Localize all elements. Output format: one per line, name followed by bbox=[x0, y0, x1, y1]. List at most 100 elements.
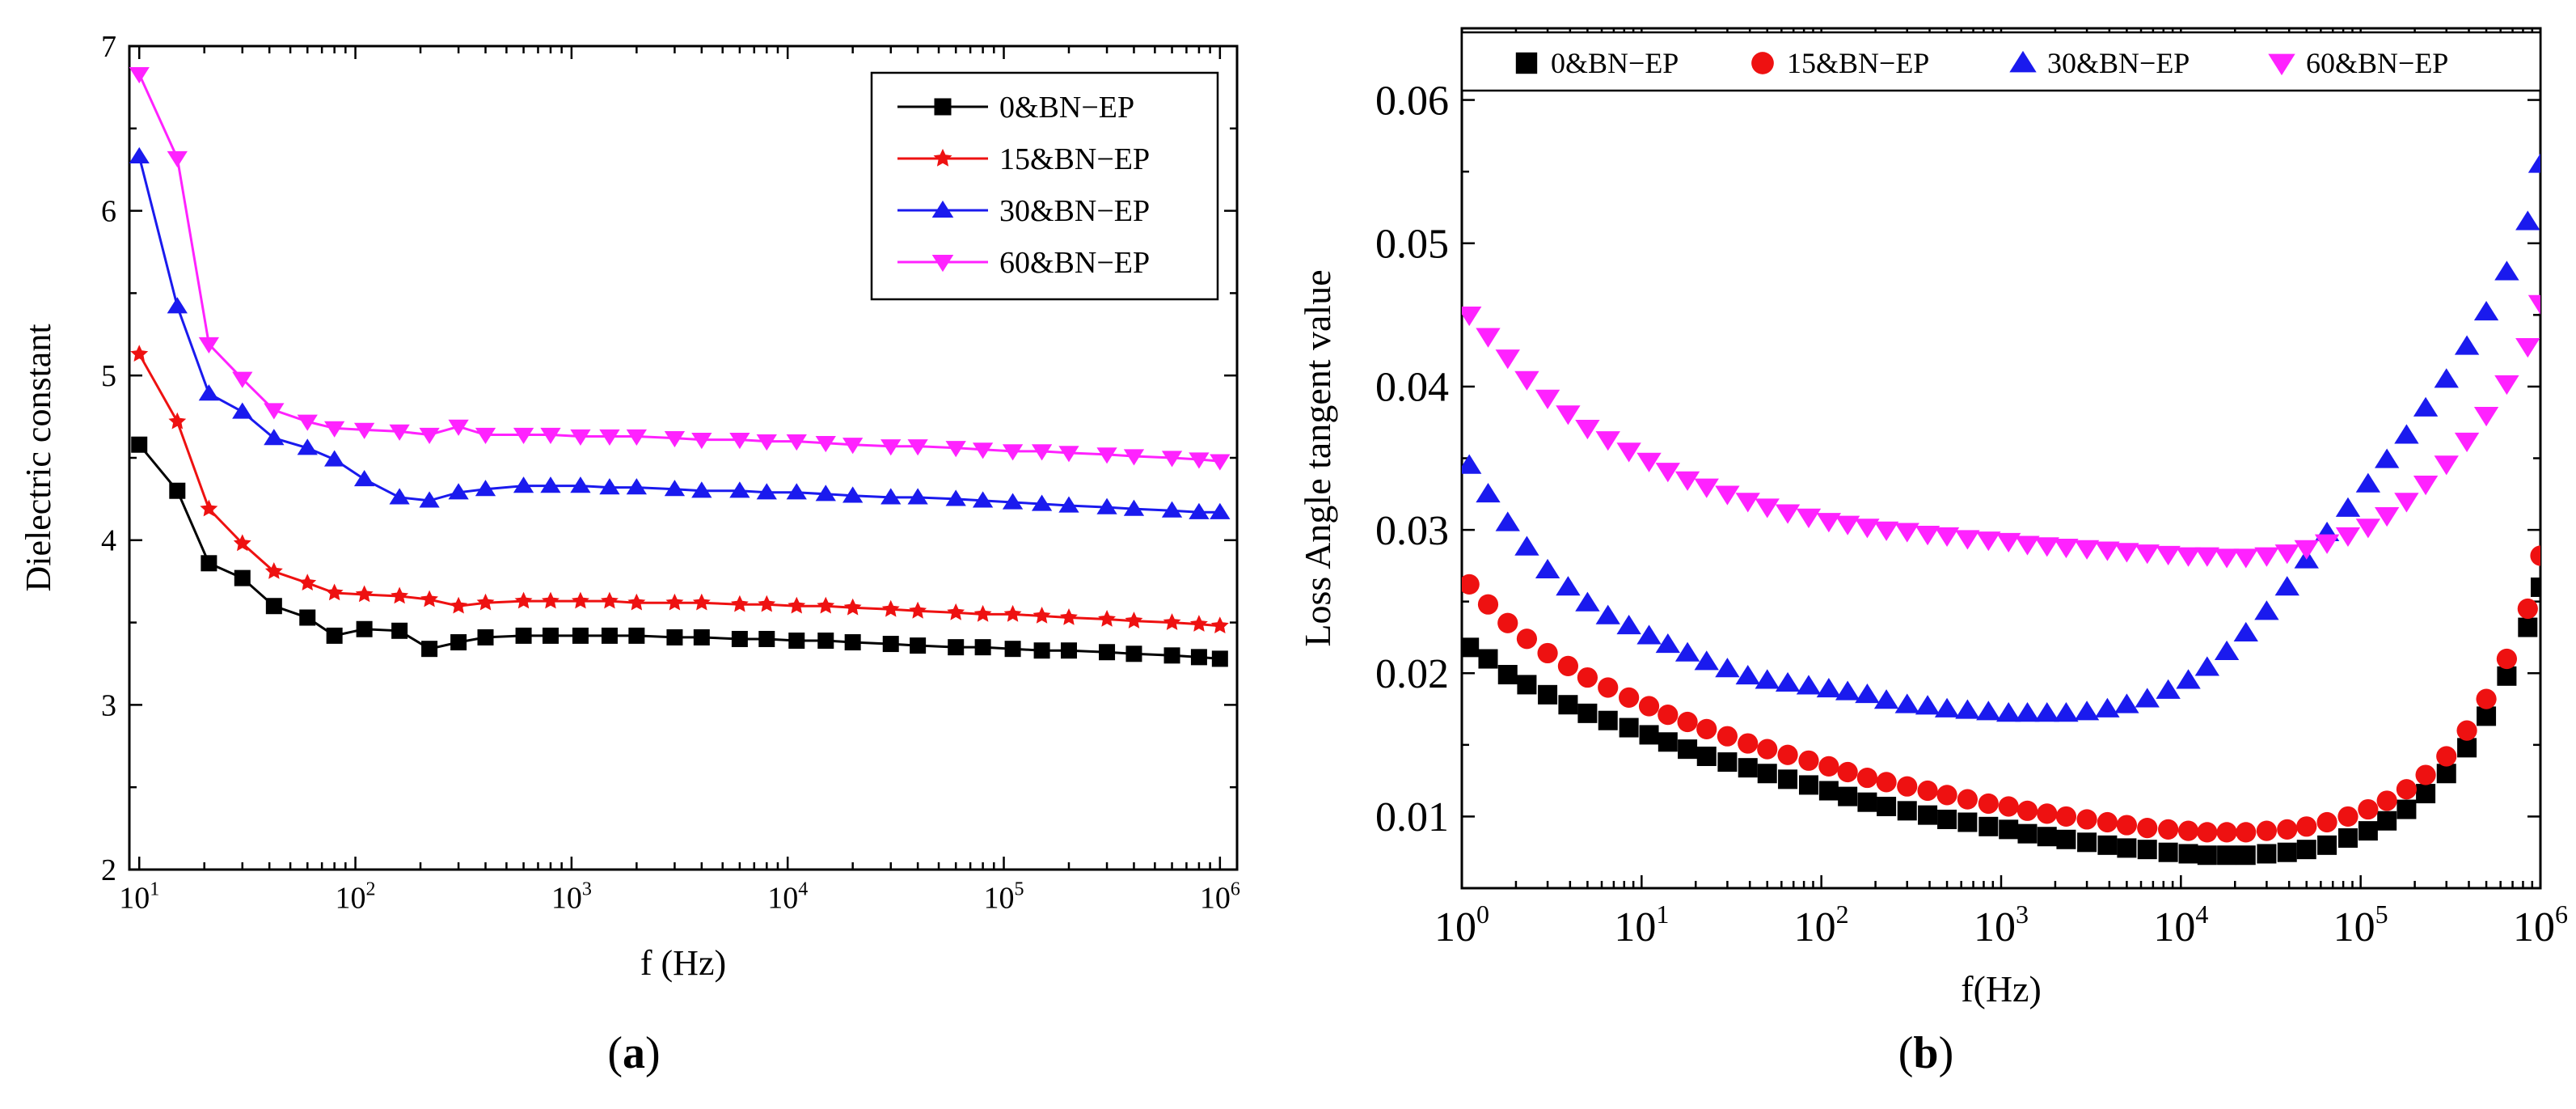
data-point bbox=[2397, 799, 2417, 819]
data-point bbox=[2316, 811, 2337, 833]
data-point bbox=[786, 483, 807, 500]
data-point bbox=[1655, 633, 1681, 654]
data-point bbox=[2456, 720, 2477, 741]
data-point bbox=[1031, 494, 1053, 511]
data-point bbox=[2233, 621, 2258, 641]
data-point bbox=[2358, 821, 2378, 841]
data-point bbox=[419, 427, 440, 444]
data-point bbox=[2457, 738, 2477, 758]
data-point bbox=[297, 438, 318, 455]
data-point bbox=[1674, 641, 1700, 662]
data-point bbox=[1658, 732, 1678, 752]
data-point bbox=[626, 478, 647, 495]
series-3 bbox=[1462, 153, 2540, 722]
data-point bbox=[973, 604, 992, 622]
data-point bbox=[909, 601, 927, 619]
data-point bbox=[1210, 454, 1231, 471]
data-point bbox=[2476, 688, 2497, 709]
data-point bbox=[391, 622, 408, 639]
legend-marker bbox=[2009, 50, 2037, 73]
data-point bbox=[2194, 547, 2220, 567]
data-point bbox=[542, 591, 560, 609]
data-point bbox=[265, 598, 282, 615]
data-point bbox=[1835, 515, 1860, 535]
data-point bbox=[1798, 775, 1818, 795]
x-tick-label: 104 bbox=[2153, 899, 2208, 950]
data-point bbox=[1976, 701, 2001, 721]
data-point bbox=[1717, 752, 1738, 772]
data-point bbox=[2274, 576, 2299, 596]
legend-label: 15&BN−EP bbox=[1787, 47, 1929, 79]
x-tick-label: 103 bbox=[1974, 899, 2029, 950]
data-point bbox=[1161, 451, 1183, 468]
data-point bbox=[2056, 829, 2076, 849]
legend-marker bbox=[933, 148, 952, 167]
data-point bbox=[907, 439, 928, 456]
data-point bbox=[2137, 817, 2158, 839]
data-point bbox=[233, 534, 251, 552]
data-point bbox=[1818, 781, 1839, 801]
data-point bbox=[665, 593, 684, 611]
data-point bbox=[129, 146, 150, 164]
data-point bbox=[2097, 811, 2118, 833]
data-point bbox=[542, 627, 559, 644]
data-point bbox=[1957, 789, 1978, 810]
data-point bbox=[1877, 797, 1897, 817]
data-point bbox=[1717, 726, 1738, 747]
data-point bbox=[2158, 819, 2179, 840]
data-point bbox=[1715, 485, 1740, 506]
data-point bbox=[1033, 642, 1050, 659]
data-point bbox=[234, 569, 251, 586]
x-axis-label: f(Hz) bbox=[1961, 968, 2042, 1010]
data-point bbox=[843, 598, 862, 616]
data-point bbox=[1694, 650, 1719, 671]
legend-marker bbox=[2268, 53, 2295, 76]
data-point bbox=[628, 627, 645, 644]
data-point bbox=[1757, 739, 1778, 760]
data-point bbox=[1978, 816, 1999, 836]
x-tick-label: 102 bbox=[336, 879, 376, 916]
data-point bbox=[2294, 540, 2319, 560]
data-point bbox=[200, 499, 218, 517]
data-point bbox=[1575, 419, 1600, 440]
data-point bbox=[1873, 521, 1899, 541]
data-point bbox=[2055, 806, 2077, 828]
data-point bbox=[2076, 809, 2097, 830]
data-point bbox=[1516, 629, 1538, 650]
data-point bbox=[2197, 822, 2218, 843]
data-point bbox=[198, 384, 220, 401]
data-point bbox=[2317, 835, 2337, 855]
data-point bbox=[1876, 772, 1897, 793]
data-point bbox=[817, 596, 835, 614]
data-point bbox=[297, 414, 318, 431]
data-point bbox=[1755, 498, 1780, 519]
data-point bbox=[1998, 796, 2019, 817]
y-tick-label: 4 bbox=[101, 524, 116, 558]
data-point bbox=[664, 480, 686, 497]
data-point bbox=[1577, 667, 1598, 688]
data-point bbox=[1462, 574, 1480, 595]
data-point bbox=[232, 371, 253, 388]
data-point bbox=[786, 434, 807, 451]
legend-label: 0&BN−EP bbox=[999, 91, 1134, 125]
y-tick-label: 6 bbox=[101, 195, 116, 229]
data-point bbox=[1098, 610, 1116, 627]
data-point bbox=[2358, 798, 2379, 820]
data-point bbox=[2177, 820, 2199, 841]
data-point bbox=[1558, 695, 1578, 715]
data-point bbox=[2214, 548, 2240, 569]
data-point bbox=[2016, 800, 2038, 821]
data-point bbox=[1060, 608, 1078, 625]
data-point bbox=[2116, 815, 2138, 836]
series-2 bbox=[130, 345, 1229, 633]
panel-b-loss-tangent-chart: 100 101 102 103 104 105 106 0.01 0.02 0.03 0.04 0.0… bbox=[1297, 27, 2568, 1078]
data-point bbox=[1616, 614, 1641, 635]
data-point bbox=[1894, 693, 1919, 713]
data-point bbox=[1616, 442, 1641, 463]
data-point bbox=[1125, 612, 1143, 629]
data-point bbox=[353, 469, 375, 487]
data-point bbox=[880, 488, 902, 505]
y-tick-label: 7 bbox=[101, 30, 116, 64]
data-point bbox=[1636, 624, 1662, 645]
